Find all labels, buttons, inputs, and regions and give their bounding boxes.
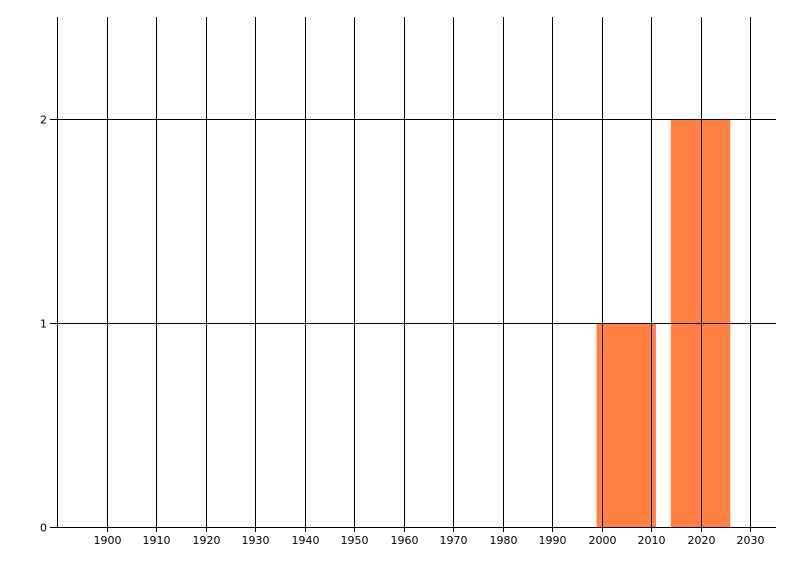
x-tick-label: 2000 <box>589 534 617 547</box>
x-tick-label: 1980 <box>490 534 518 547</box>
y-tick-label: 2 <box>40 114 47 127</box>
x-tick-label: 1910 <box>143 534 171 547</box>
x-tick-label: 2010 <box>638 534 666 547</box>
x-tick-label: 1960 <box>391 534 419 547</box>
x-tick-label: 2020 <box>688 534 716 547</box>
x-tick-label: 1920 <box>193 534 221 547</box>
y-tick-label: 0 <box>40 522 47 535</box>
bar-2005 <box>596 323 656 527</box>
x-tick-label: 1990 <box>539 534 567 547</box>
x-tick-label: 2030 <box>737 534 765 547</box>
x-tick-label: 1940 <box>292 534 320 547</box>
x-tick-label: 1970 <box>440 534 468 547</box>
x-tick-label: 1950 <box>341 534 369 547</box>
x-tick-label: 1930 <box>242 534 270 547</box>
y-tick-label: 1 <box>40 318 47 331</box>
x-tick-label: 1900 <box>94 534 122 547</box>
